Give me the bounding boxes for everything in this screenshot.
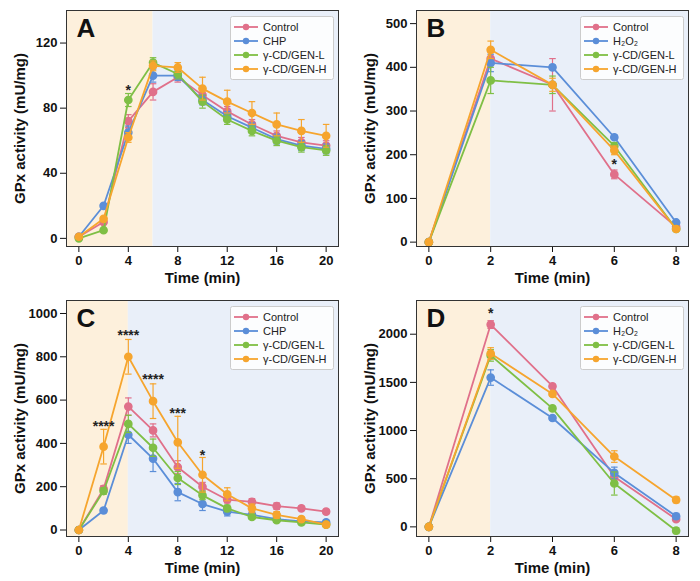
- svg-text:40: 40: [43, 165, 57, 180]
- svg-text:***: ***: [170, 405, 187, 421]
- svg-text:6: 6: [611, 253, 618, 268]
- svg-text:500: 500: [386, 471, 408, 486]
- svg-text:*: *: [126, 82, 132, 98]
- svg-text:20: 20: [319, 543, 333, 558]
- svg-text:1000: 1000: [29, 306, 58, 321]
- svg-text:1000: 1000: [379, 423, 408, 438]
- svg-text:H₂O₂: H₂O₂: [613, 325, 638, 337]
- svg-text:H₂O₂: H₂O₂: [613, 35, 638, 47]
- svg-text:8: 8: [673, 253, 680, 268]
- svg-text:C: C: [77, 303, 96, 333]
- svg-text:0: 0: [75, 253, 82, 268]
- svg-text:Control: Control: [613, 311, 648, 323]
- svg-text:GPx activity (mU/mg): GPx activity (mU/mg): [361, 343, 378, 494]
- svg-text:Control: Control: [613, 21, 648, 33]
- svg-text:γ-CD/GEN-H: γ-CD/GEN-H: [613, 353, 677, 365]
- svg-text:8: 8: [174, 253, 181, 268]
- svg-text:*: *: [200, 447, 206, 463]
- svg-text:CHP: CHP: [263, 325, 286, 337]
- svg-text:20: 20: [319, 253, 333, 268]
- svg-text:Time (min): Time (min): [165, 559, 241, 576]
- svg-text:0: 0: [75, 543, 82, 558]
- svg-text:****: ****: [142, 371, 164, 387]
- svg-text:1500: 1500: [379, 375, 408, 390]
- svg-text:****: ****: [93, 418, 115, 434]
- svg-text:2: 2: [487, 543, 494, 558]
- svg-text:γ-CD/GEN-L: γ-CD/GEN-L: [613, 339, 675, 351]
- svg-text:12: 12: [220, 543, 234, 558]
- svg-text:γ-CD/GEN-H: γ-CD/GEN-H: [263, 63, 327, 75]
- svg-text:CHP: CHP: [263, 35, 286, 47]
- svg-text:*: *: [488, 305, 494, 321]
- svg-text:Time (min): Time (min): [515, 559, 591, 576]
- svg-text:4: 4: [125, 253, 133, 268]
- svg-text:GPx activity (mU/mg): GPx activity (mU/mg): [361, 53, 378, 204]
- svg-text:16: 16: [269, 253, 283, 268]
- svg-text:γ-CD/GEN-H: γ-CD/GEN-H: [263, 353, 327, 365]
- svg-text:*: *: [612, 156, 618, 172]
- svg-text:0: 0: [50, 231, 57, 246]
- svg-text:100: 100: [386, 191, 408, 206]
- svg-text:Time (min): Time (min): [515, 269, 591, 286]
- svg-text:2000: 2000: [379, 326, 408, 341]
- svg-text:0: 0: [50, 522, 57, 537]
- svg-text:8: 8: [673, 543, 680, 558]
- svg-text:600: 600: [36, 392, 58, 407]
- svg-text:GPx activity (mU/mg): GPx activity (mU/mg): [11, 343, 28, 494]
- svg-text:γ-CD/GEN-H: γ-CD/GEN-H: [613, 63, 677, 75]
- svg-text:6: 6: [611, 543, 618, 558]
- svg-text:B: B: [427, 13, 446, 43]
- svg-text:12: 12: [220, 253, 234, 268]
- svg-text:400: 400: [386, 59, 408, 74]
- svg-text:80: 80: [43, 100, 57, 115]
- svg-text:0: 0: [400, 519, 407, 534]
- svg-text:A: A: [77, 13, 96, 43]
- svg-text:0: 0: [425, 543, 432, 558]
- svg-text:GPx activity (mU/mg): GPx activity (mU/mg): [11, 53, 28, 204]
- svg-text:8: 8: [174, 543, 181, 558]
- svg-text:120: 120: [36, 35, 58, 50]
- svg-text:γ-CD/GEN-L: γ-CD/GEN-L: [613, 49, 675, 61]
- svg-text:800: 800: [36, 349, 58, 364]
- svg-text:4: 4: [125, 543, 133, 558]
- svg-text:4: 4: [549, 253, 557, 268]
- svg-text:****: ****: [117, 327, 139, 343]
- svg-text:300: 300: [386, 103, 408, 118]
- svg-text:4: 4: [549, 543, 557, 558]
- svg-text:2: 2: [487, 253, 494, 268]
- svg-text:200: 200: [36, 479, 58, 494]
- svg-text:0: 0: [425, 253, 432, 268]
- svg-text:400: 400: [36, 436, 58, 451]
- svg-text:D: D: [427, 303, 446, 333]
- svg-text:500: 500: [386, 16, 408, 31]
- svg-text:γ-CD/GEN-L: γ-CD/GEN-L: [263, 49, 325, 61]
- svg-text:0: 0: [400, 234, 407, 249]
- svg-text:16: 16: [269, 543, 283, 558]
- svg-text:γ-CD/GEN-L: γ-CD/GEN-L: [263, 339, 325, 351]
- svg-text:200: 200: [386, 147, 408, 162]
- svg-text:Control: Control: [263, 311, 298, 323]
- svg-text:Control: Control: [263, 21, 298, 33]
- svg-text:Time (min): Time (min): [165, 269, 241, 286]
